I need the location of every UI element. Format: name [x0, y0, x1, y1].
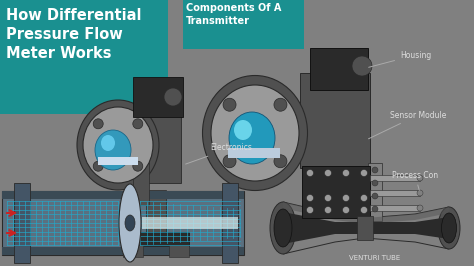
Bar	[146, 190, 166, 232]
Ellipse shape	[441, 213, 456, 243]
Ellipse shape	[417, 175, 423, 181]
Ellipse shape	[274, 209, 292, 247]
Ellipse shape	[307, 169, 313, 177]
Bar	[142, 217, 238, 229]
Ellipse shape	[133, 161, 143, 171]
Ellipse shape	[352, 56, 372, 76]
Text: Sensor Module: Sensor Module	[368, 110, 447, 139]
Text: Electronics: Electronics	[186, 143, 252, 164]
Bar	[302, 166, 370, 218]
Ellipse shape	[361, 169, 367, 177]
Text: Process Con: Process Con	[392, 171, 438, 190]
Ellipse shape	[325, 194, 331, 202]
Ellipse shape	[93, 161, 103, 171]
Ellipse shape	[372, 180, 378, 186]
Ellipse shape	[270, 202, 296, 254]
Text: How Differential
Pressure Flow
Meter Works: How Differential Pressure Flow Meter Wor…	[6, 8, 142, 61]
Bar	[133, 155, 149, 205]
Bar	[370, 190, 420, 196]
Ellipse shape	[343, 169, 349, 177]
Ellipse shape	[164, 88, 182, 106]
Text: Components Of A
Transmitter: Components Of A Transmitter	[186, 3, 282, 26]
Ellipse shape	[343, 194, 349, 202]
Bar	[300, 73, 370, 168]
Ellipse shape	[95, 130, 131, 170]
Ellipse shape	[133, 119, 143, 129]
Ellipse shape	[223, 155, 236, 168]
Bar	[123, 232, 189, 250]
Bar	[370, 175, 420, 181]
Ellipse shape	[417, 190, 423, 196]
Ellipse shape	[438, 207, 460, 249]
Ellipse shape	[325, 206, 331, 214]
Bar	[368, 163, 382, 221]
Text: VENTURI TUBE: VENTURI TUBE	[349, 255, 401, 261]
Bar	[169, 245, 189, 257]
Ellipse shape	[202, 76, 308, 190]
Bar	[2, 191, 244, 255]
Bar	[123, 245, 143, 257]
Bar	[126, 107, 181, 183]
Ellipse shape	[361, 206, 367, 214]
Ellipse shape	[101, 135, 115, 151]
Ellipse shape	[325, 169, 331, 177]
Ellipse shape	[223, 98, 236, 111]
Ellipse shape	[119, 184, 141, 262]
Ellipse shape	[93, 119, 103, 129]
Ellipse shape	[125, 215, 135, 231]
Ellipse shape	[234, 120, 252, 140]
Ellipse shape	[211, 85, 299, 181]
Ellipse shape	[229, 112, 275, 164]
Ellipse shape	[361, 194, 367, 202]
Ellipse shape	[417, 205, 423, 211]
Ellipse shape	[274, 155, 287, 168]
Polygon shape	[283, 202, 449, 224]
Bar	[370, 205, 420, 211]
Bar	[222, 183, 238, 263]
Bar	[310, 48, 368, 90]
Polygon shape	[283, 212, 449, 244]
Bar	[183, 0, 304, 49]
Polygon shape	[283, 202, 449, 254]
Ellipse shape	[343, 206, 349, 214]
Text: Housing: Housing	[369, 51, 431, 67]
Bar	[2, 191, 244, 199]
Ellipse shape	[274, 98, 287, 111]
Bar	[357, 216, 373, 240]
Bar	[0, 0, 168, 114]
Bar	[133, 77, 183, 117]
Ellipse shape	[77, 100, 159, 190]
Bar	[228, 148, 280, 158]
Ellipse shape	[372, 193, 378, 199]
Ellipse shape	[307, 194, 313, 202]
Ellipse shape	[83, 107, 153, 183]
Ellipse shape	[372, 206, 378, 212]
Ellipse shape	[307, 206, 313, 214]
Bar	[98, 157, 138, 165]
Bar	[2, 247, 244, 255]
Ellipse shape	[372, 167, 378, 173]
Bar	[14, 183, 30, 263]
